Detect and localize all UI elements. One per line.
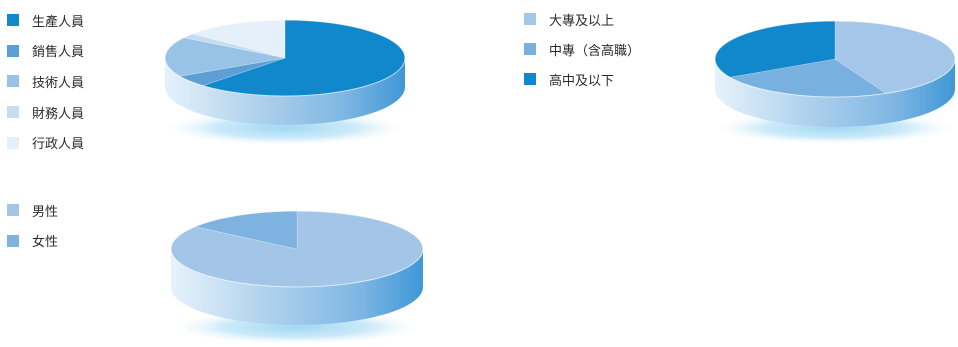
legend-item: 行政人員 bbox=[7, 134, 84, 152]
legend-item: 女性 bbox=[7, 232, 58, 250]
legend-item: 銷售人員 bbox=[7, 42, 84, 60]
legend-label: 生產人員 bbox=[32, 11, 84, 30]
legend-item: 男性 bbox=[7, 201, 58, 219]
legend-item: 生產人員 bbox=[7, 11, 84, 29]
legend-item: 大專及以上 bbox=[524, 10, 640, 28]
legend-label: 技術人員 bbox=[32, 72, 84, 91]
legend-education-level: 大專及以上中專（含高職） 高中及以下 bbox=[524, 10, 640, 100]
legend-swatch bbox=[524, 13, 536, 25]
legend-swatch bbox=[7, 45, 19, 57]
legend-staff-function: 生產人員銷售人員技術人員財務人員行政人員 bbox=[7, 11, 84, 164]
legend-label: 男性 bbox=[32, 201, 58, 220]
legend-swatch bbox=[7, 106, 19, 118]
legend-label: 大專及以上 bbox=[549, 10, 614, 29]
legend-swatch bbox=[7, 75, 19, 87]
legend-swatch bbox=[7, 137, 19, 149]
pie-chart-staff-function bbox=[150, 10, 410, 160]
legend-item: 財務人員 bbox=[7, 103, 84, 121]
legend-label: 財務人員 bbox=[32, 103, 84, 122]
legend-label: 銷售人員 bbox=[32, 41, 84, 60]
pie-chart-gender bbox=[160, 202, 440, 347]
legend-gender: 男性 女性 bbox=[7, 201, 58, 262]
legend-swatch bbox=[524, 43, 536, 55]
legend-item: 中專（含高職） bbox=[524, 40, 640, 58]
legend-item: 技術人員 bbox=[7, 72, 84, 90]
legend-label: 行政人員 bbox=[32, 133, 84, 152]
legend-label: 高中及以下 bbox=[549, 70, 614, 89]
legend-swatch bbox=[7, 14, 19, 26]
legend-swatch bbox=[524, 73, 536, 85]
pie-chart-education-level bbox=[700, 12, 958, 162]
legend-label: 女性 bbox=[32, 231, 58, 250]
legend-label: 中專（含高職） bbox=[549, 40, 640, 59]
legend-item: 高中及以下 bbox=[524, 70, 640, 88]
legend-swatch bbox=[7, 204, 19, 216]
legend-swatch bbox=[7, 235, 19, 247]
